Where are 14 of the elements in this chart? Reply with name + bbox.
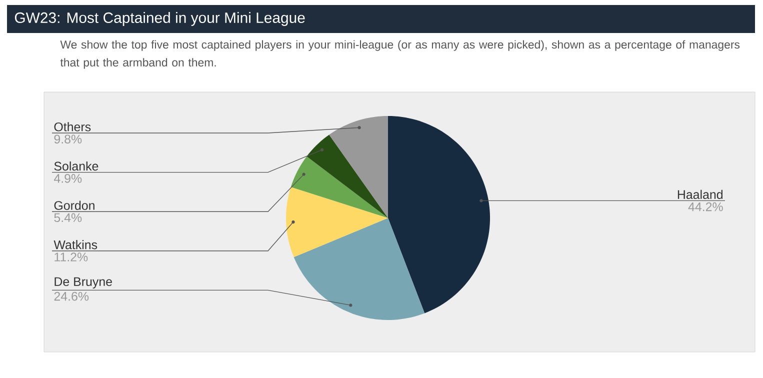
data-label: 44.2%: [688, 202, 723, 212]
data-label: 11.2%: [54, 252, 88, 262]
chart-subtitle: We show the top five most captained players in your mini-league (or as many as were picked), shown as a percentage of managers that put the armband on them.: [60, 40, 740, 69]
slice-label: De Bruyne: [54, 277, 112, 288]
slice-label: Watkins: [54, 240, 98, 250]
slice-label: Haaland: [678, 190, 722, 199]
data-label: 9.8%: [54, 134, 82, 144]
slice-label: Solanke: [54, 161, 98, 171]
slice-label: Others: [54, 122, 91, 132]
slice-label: Gordon: [54, 200, 94, 210]
data-label: 24.6%: [54, 292, 89, 301]
data-label: 5.4%: [54, 213, 82, 222]
data-label: 4.9%: [54, 174, 82, 183]
chart-title: GW23: Most Captained in your Mini League: [14, 12, 305, 26]
